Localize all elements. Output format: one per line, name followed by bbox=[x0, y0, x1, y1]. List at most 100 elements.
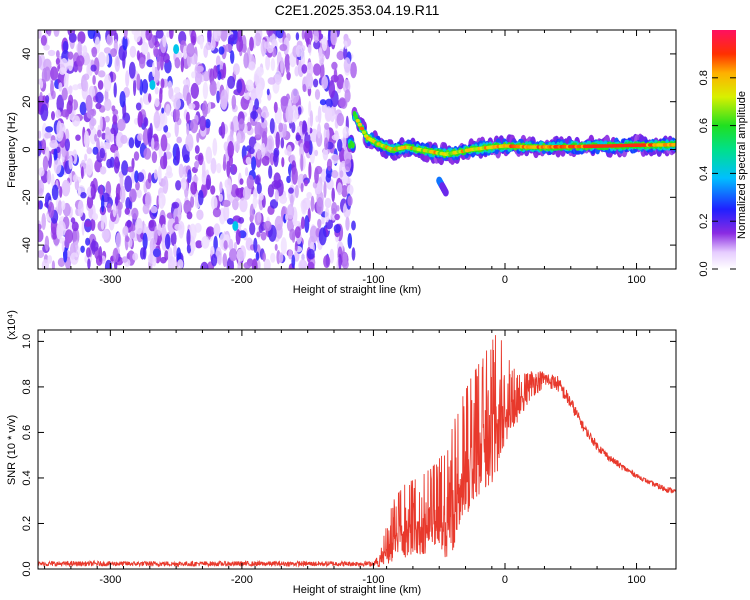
heatmap-cell bbox=[176, 136, 182, 144]
heatmap-cell bbox=[217, 254, 222, 266]
heatmap-cell bbox=[280, 137, 285, 149]
heatmap-cell bbox=[90, 240, 99, 252]
heatmap-cell bbox=[249, 36, 254, 52]
heatmap-cell bbox=[321, 75, 329, 90]
heatmap-cell bbox=[351, 220, 356, 231]
heatmap-cell bbox=[250, 110, 258, 120]
x-tick-label: 0 bbox=[502, 574, 508, 586]
heatmap-cell bbox=[128, 61, 136, 79]
heatmap-cell bbox=[320, 62, 325, 81]
heatmap-cell bbox=[252, 196, 258, 209]
heatmap-cell bbox=[239, 197, 248, 213]
heatmap-cell bbox=[266, 135, 275, 154]
heatmap-cell bbox=[245, 92, 250, 101]
heatmap-cell bbox=[115, 232, 122, 248]
heatmap-cell bbox=[112, 202, 117, 218]
colorbar-tick-label: 0.8 bbox=[698, 70, 710, 85]
heatmap-cell bbox=[134, 170, 139, 183]
heatmap-cell bbox=[243, 52, 250, 69]
snr-xlabel: Height of straight line (km) bbox=[293, 584, 421, 596]
heatmap-cell bbox=[194, 145, 200, 154]
heatmap-cell bbox=[286, 71, 291, 81]
heatmap-cell bbox=[156, 54, 161, 71]
heatmap-cell bbox=[173, 243, 178, 258]
snr-scale-label: (x10⁴) bbox=[6, 310, 18, 340]
heatmap-cell bbox=[50, 173, 55, 188]
heatmap-cell bbox=[38, 223, 42, 231]
heatmap-cell bbox=[50, 80, 54, 97]
heatmap-cell bbox=[50, 66, 59, 81]
heatmap-cell bbox=[160, 78, 165, 89]
heatmap-cell bbox=[67, 55, 74, 71]
heatmap-cell bbox=[129, 45, 137, 58]
heatmap-cell bbox=[301, 64, 308, 74]
heatmap-cell bbox=[288, 187, 294, 194]
heatmap-cell bbox=[359, 126, 365, 131]
heatmap-cell bbox=[170, 260, 178, 268]
heatmap-cell bbox=[188, 103, 196, 110]
heatmap-cell bbox=[56, 50, 60, 59]
heatmap-cell bbox=[324, 197, 332, 209]
heatmap-cell bbox=[308, 161, 312, 180]
y-tick-label: 0 bbox=[21, 146, 33, 152]
heatmap-cell bbox=[261, 142, 266, 157]
heatmap-cell bbox=[285, 105, 294, 123]
heatmap-cell bbox=[245, 156, 252, 165]
heatmap-cell bbox=[235, 229, 241, 245]
heatmap-cell bbox=[222, 62, 227, 79]
heatmap-cell bbox=[72, 232, 78, 242]
heatmap-cell bbox=[97, 51, 106, 68]
colorbar-ticks: 0.0 0.2 0.4 0.6 0.8 bbox=[698, 70, 736, 277]
heatmap-cell bbox=[40, 103, 49, 121]
heatmap-cell bbox=[143, 117, 149, 127]
heatmap-cell bbox=[338, 97, 346, 108]
heatmap-cell bbox=[256, 148, 262, 160]
heatmap-cell bbox=[345, 177, 352, 184]
heatmap-cell bbox=[151, 151, 158, 164]
heatmap-cell bbox=[300, 153, 304, 172]
heatmap-cell bbox=[205, 146, 213, 164]
heatmap-cell bbox=[61, 179, 71, 197]
heatmap-cell bbox=[64, 138, 70, 152]
heatmap-cell bbox=[270, 252, 276, 263]
heatmap-cell bbox=[77, 187, 81, 197]
heatmap-cell bbox=[186, 123, 190, 136]
heatmap-cell bbox=[104, 98, 112, 111]
heatmap-cell bbox=[254, 73, 260, 87]
heatmap-cell bbox=[166, 165, 173, 177]
x-tick-label: 100 bbox=[627, 274, 645, 286]
heatmap-cell bbox=[273, 101, 278, 114]
heatmap-cell bbox=[295, 32, 300, 41]
heatmap-cell bbox=[114, 260, 118, 269]
heatmap-cell bbox=[106, 158, 113, 169]
heatmap-cell bbox=[52, 232, 57, 240]
heatmap-cell bbox=[278, 252, 284, 263]
heatmap-cell bbox=[161, 107, 165, 114]
heatmap-cell bbox=[338, 253, 342, 269]
heatmap-cell bbox=[136, 50, 140, 61]
heatmap-cell bbox=[323, 255, 331, 268]
heatmap-cell bbox=[228, 155, 233, 167]
heatmap-cell bbox=[104, 131, 112, 143]
heatmap-cell bbox=[209, 80, 217, 96]
heatmap-cell bbox=[110, 48, 117, 58]
heatmap-cell bbox=[286, 175, 291, 184]
heatmap-cell bbox=[128, 137, 135, 149]
heatmap-cell bbox=[97, 129, 102, 138]
heatmap-cell bbox=[216, 90, 221, 104]
heatmap-cell bbox=[137, 111, 143, 128]
heatmap-cell bbox=[94, 133, 98, 142]
heatmap-cell bbox=[86, 247, 91, 258]
heatmap-cell bbox=[43, 44, 50, 51]
heatmap-cell bbox=[139, 57, 146, 69]
heatmap-cell bbox=[64, 238, 70, 249]
heatmap-cell bbox=[121, 256, 128, 263]
heatmap-cell bbox=[173, 97, 182, 110]
heatmap-cell bbox=[325, 173, 331, 183]
heatmap-cell bbox=[101, 229, 110, 241]
heatmap-cell bbox=[150, 205, 158, 214]
heatmap-cell bbox=[131, 207, 139, 220]
heatmap-cell bbox=[274, 243, 278, 251]
